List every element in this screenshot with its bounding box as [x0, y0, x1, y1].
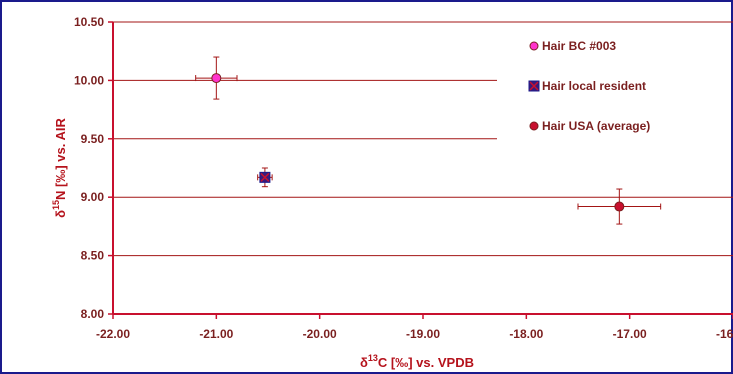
data-points — [195, 56, 662, 225]
x-tick-label: -18.00 — [509, 327, 543, 341]
legend: Hair BC #003 Hair local resident Hair USA … — [528, 39, 650, 133]
legend-label: Hair USA (average) — [542, 119, 650, 133]
x-tick-label: -16.00 — [716, 327, 733, 341]
gridlines — [113, 21, 733, 257]
legend-circle-marker — [529, 41, 539, 51]
axes — [108, 21, 733, 319]
y-tick-label: 9.50 — [81, 132, 105, 146]
legend-circle-marker — [529, 121, 539, 131]
circle-marker — [614, 201, 625, 212]
x-tick-label: -21.00 — [199, 327, 233, 341]
legend-label: Hair BC #003 — [542, 39, 616, 53]
y-tick-label: 10.00 — [74, 73, 104, 87]
x-tick-label: -17.00 — [613, 327, 647, 341]
data-point — [195, 56, 238, 100]
y-tick-label: 8.50 — [81, 249, 105, 263]
data-point — [257, 167, 273, 188]
legend-item: Hair USA (average) — [529, 119, 650, 133]
x-tick-labels: -22.00 -21.00 -20.00 -19.00 -18.00 -17.00 -16.… — [96, 327, 733, 341]
y-axis-title: δ15N [‰] vs. AIR — [51, 118, 68, 218]
x-tick-label: -22.00 — [96, 327, 130, 341]
x-tick-label: -20.00 — [303, 327, 337, 341]
y-tick-label: 8.00 — [81, 307, 105, 321]
legend-item: Hair local resident — [528, 79, 646, 93]
legend-label: Hair local resident — [542, 79, 646, 93]
x-tick-label: -19.00 — [406, 327, 440, 341]
y-tick-label: 10.50 — [74, 15, 104, 29]
marker-cross — [260, 172, 270, 182]
legend-item: Hair BC #003 — [529, 39, 616, 53]
circle-marker — [211, 73, 222, 84]
x-axis-title: δ13C [‰] vs. VPDB — [360, 353, 474, 370]
legend-marker-cross — [529, 81, 539, 91]
y-tick-label: 9.00 — [81, 190, 105, 204]
data-point — [577, 188, 662, 225]
y-tick-labels: 10.50 10.00 9.50 9.00 8.50 8.00 — [74, 15, 104, 321]
